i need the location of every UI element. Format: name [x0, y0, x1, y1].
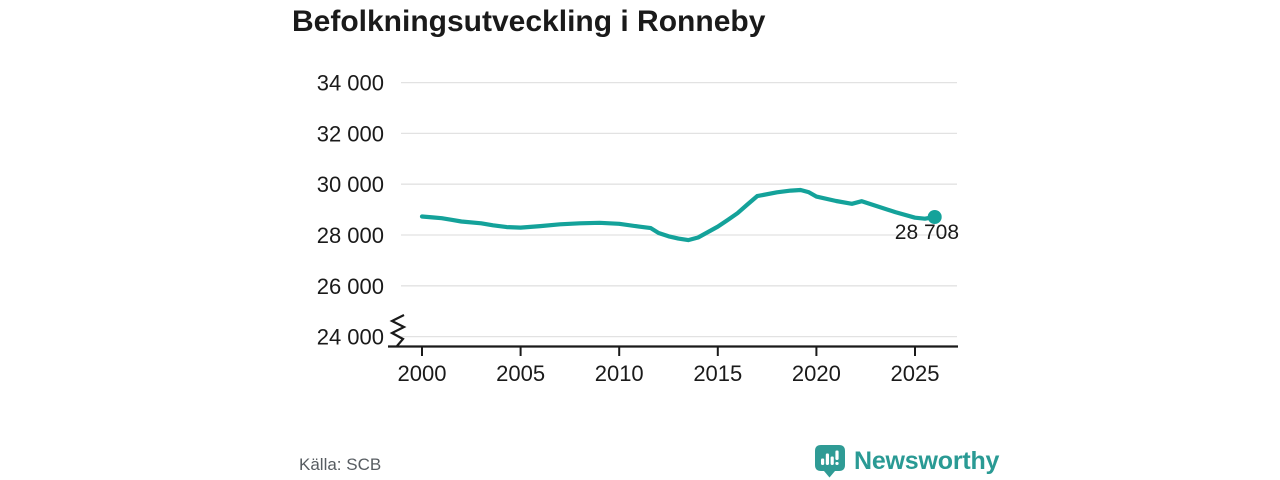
y-axis-break-icon — [389, 314, 407, 347]
x-axis-tick-label: 2020 — [792, 361, 841, 386]
latest-value-label: 28 708 — [895, 221, 959, 244]
y-axis-tick-label: 34 000 — [317, 71, 384, 96]
y-axis-tick-label: 28 000 — [317, 223, 384, 248]
x-axis-tick-label: 2015 — [693, 361, 742, 386]
y-axis-tick-label: 24 000 — [317, 325, 384, 350]
logo-bar-tall — [825, 453, 829, 465]
source-caption: Källa: SCB — [299, 455, 382, 474]
population-trend-line — [419, 187, 937, 243]
newsworthy-logo[interactable]: Newsworthy — [814, 444, 999, 478]
speech-bubble-shape — [815, 445, 845, 478]
y-axis-tick-label: 26 000 — [317, 274, 384, 299]
newsworthy-logo-text: Newsworthy — [854, 446, 1000, 475]
latest-value-dot — [927, 210, 942, 224]
logo-exclamation-dot — [835, 462, 839, 465]
logo-exclamation-bar — [835, 450, 839, 460]
y-axis-tick-label: 32 000 — [317, 121, 384, 146]
x-axis-tick-label: 2010 — [595, 361, 644, 386]
x-axis-tick-label: 2005 — [496, 361, 545, 386]
x-axis-tick-label: 2000 — [398, 361, 447, 386]
chart-title: Befolkningsutveckling i Ronneby — [292, 5, 766, 38]
y-axis-tick-label: 30 000 — [317, 172, 384, 197]
logo-bar-mid — [830, 456, 834, 465]
newsworthy-logo-icon — [815, 445, 845, 478]
x-axis-tick-label: 2025 — [891, 361, 940, 386]
logo-bar-short — [821, 458, 825, 465]
